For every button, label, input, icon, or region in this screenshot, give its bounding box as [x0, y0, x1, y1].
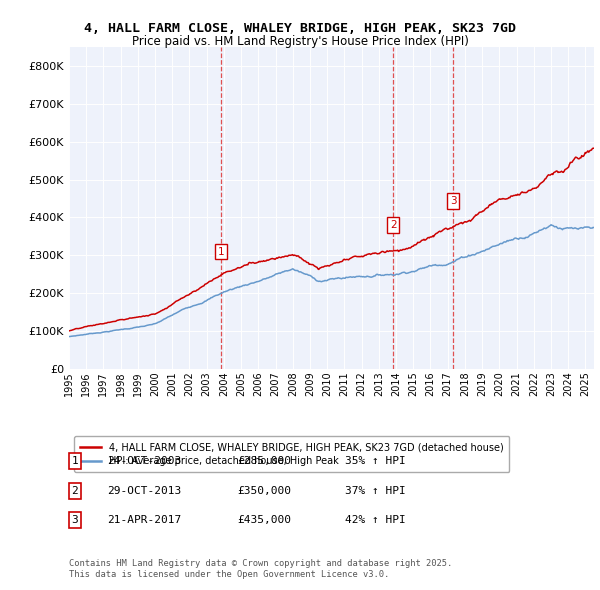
Text: 42% ↑ HPI: 42% ↑ HPI	[345, 516, 406, 525]
Text: 3: 3	[71, 516, 79, 525]
Text: Contains HM Land Registry data © Crown copyright and database right 2025.
This d: Contains HM Land Registry data © Crown c…	[69, 559, 452, 579]
Text: 21-APR-2017: 21-APR-2017	[107, 516, 181, 525]
Text: £350,000: £350,000	[237, 486, 291, 496]
Text: Price paid vs. HM Land Registry's House Price Index (HPI): Price paid vs. HM Land Registry's House …	[131, 35, 469, 48]
Text: 1: 1	[71, 457, 79, 466]
Text: 2: 2	[390, 220, 397, 230]
Text: 2: 2	[71, 486, 79, 496]
Text: 3: 3	[450, 196, 457, 206]
Text: 37% ↑ HPI: 37% ↑ HPI	[345, 486, 406, 496]
Text: 35% ↑ HPI: 35% ↑ HPI	[345, 457, 406, 466]
Text: £435,000: £435,000	[237, 516, 291, 525]
Text: £285,000: £285,000	[237, 457, 291, 466]
Text: 1: 1	[218, 247, 224, 257]
Legend: 4, HALL FARM CLOSE, WHALEY BRIDGE, HIGH PEAK, SK23 7GD (detached house), HPI: Av: 4, HALL FARM CLOSE, WHALEY BRIDGE, HIGH …	[74, 437, 509, 472]
Text: 4, HALL FARM CLOSE, WHALEY BRIDGE, HIGH PEAK, SK23 7GD: 4, HALL FARM CLOSE, WHALEY BRIDGE, HIGH …	[84, 22, 516, 35]
Text: 29-OCT-2013: 29-OCT-2013	[107, 486, 181, 496]
Text: 24-OCT-2003: 24-OCT-2003	[107, 457, 181, 466]
